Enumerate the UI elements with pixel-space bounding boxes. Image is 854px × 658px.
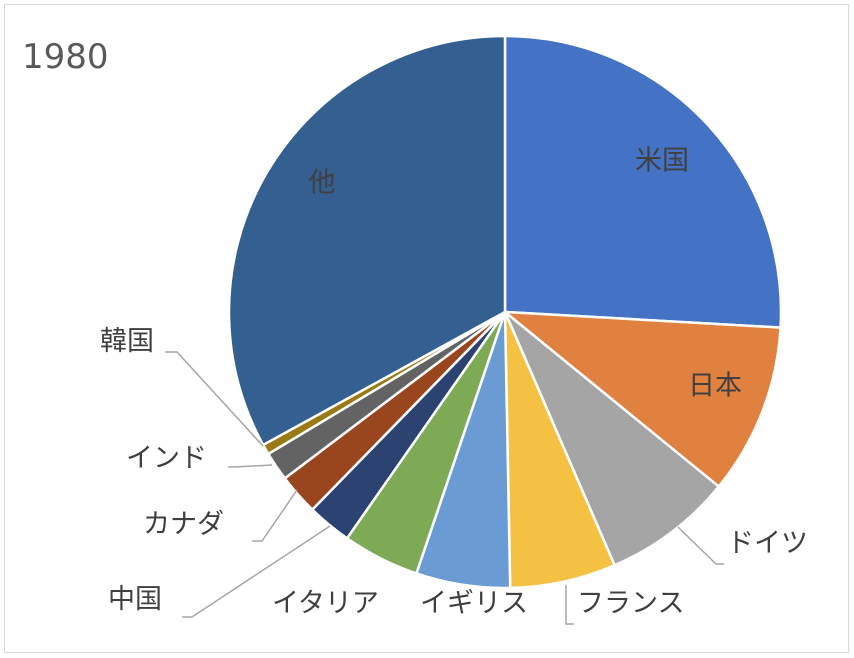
slice-label-5: イタリア	[272, 588, 379, 619]
slice-label-10: 他	[309, 168, 336, 199]
leader-line-7	[252, 489, 298, 542]
slice-label-3: フランス	[577, 588, 684, 619]
slice-label-9: 韓国	[100, 326, 154, 357]
leader-line-6	[182, 525, 331, 618]
slice-label-6: 中国	[108, 584, 162, 615]
pie-slice-2	[503, 310, 721, 567]
leader-line-3	[565, 585, 574, 625]
slice-label-8: インド	[126, 443, 207, 474]
pie-slice-0	[503, 34, 783, 329]
pie-slice-1	[503, 310, 782, 488]
chart-title: 1980	[22, 37, 109, 77]
slice-label-1: 日本	[688, 371, 742, 402]
slice-label-0: 米国	[635, 146, 689, 177]
leader-line-8	[228, 464, 273, 468]
leader-line-2	[677, 526, 724, 565]
slice-label-2: ドイツ	[727, 528, 808, 559]
leader-line-9	[165, 351, 264, 447]
slice-label-7: カナダ	[143, 509, 224, 540]
pie-slice-10	[227, 34, 507, 447]
slice-label-4: イギリス	[420, 588, 528, 619]
